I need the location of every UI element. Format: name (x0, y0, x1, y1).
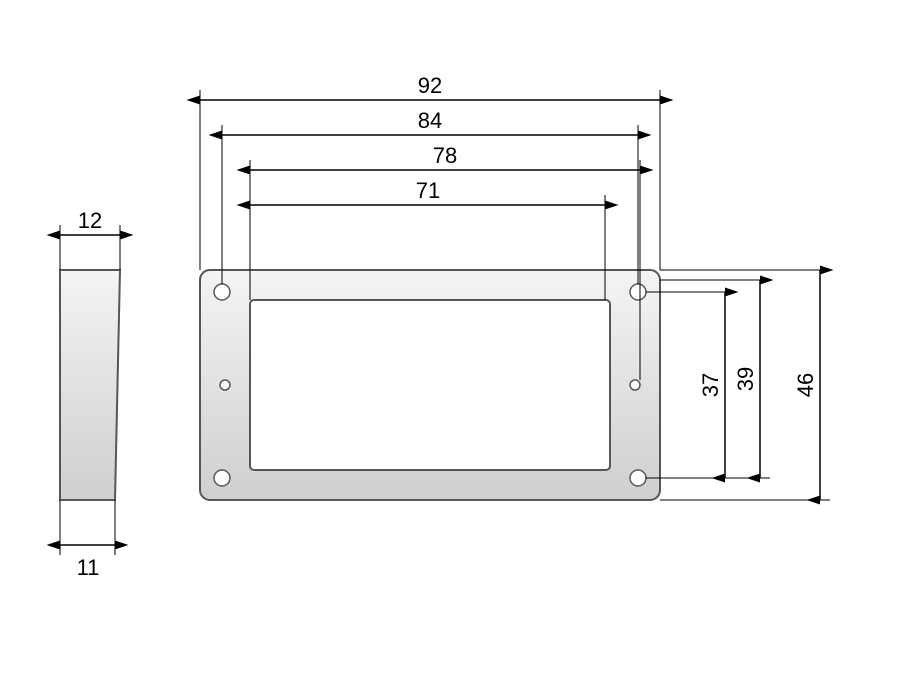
side-profile (60, 270, 120, 500)
hole-side-left (220, 380, 230, 390)
dim-top-71-label: 71 (416, 178, 440, 203)
dim-top-92: 92 (200, 73, 660, 270)
dim-top-84-label: 84 (418, 108, 442, 133)
side-view (60, 270, 120, 500)
dim-right-46-label: 46 (793, 373, 818, 397)
hole-bottom-left (214, 470, 230, 486)
dim-top-78-label: 78 (433, 143, 457, 168)
frame-cutout (250, 300, 610, 470)
dim-side-bottom-label: 11 (77, 555, 100, 580)
hole-side-right (630, 380, 640, 390)
hole-bottom-right (630, 470, 646, 486)
dim-side-bottom: 11 (60, 500, 115, 580)
front-view (200, 270, 660, 500)
dim-side-top-label: 12 (78, 208, 102, 233)
hole-top-left (214, 284, 230, 300)
dim-top-92-label: 92 (418, 73, 442, 98)
dim-right-37-label: 37 (698, 373, 723, 397)
hole-top-right (630, 284, 646, 300)
dim-side-top: 12 (60, 208, 120, 270)
dim-right-39-label: 39 (733, 367, 758, 391)
